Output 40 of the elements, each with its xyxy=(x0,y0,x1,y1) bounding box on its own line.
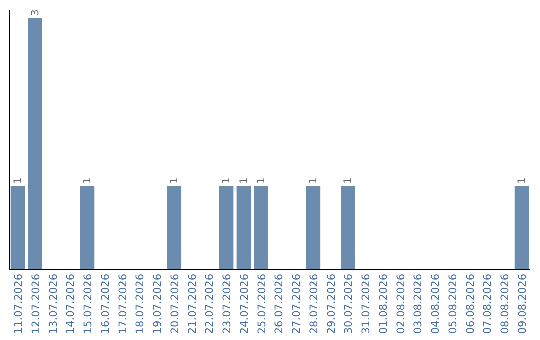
x-tick-label: 08.08.2026 xyxy=(500,274,512,334)
x-tick-label: 21.07.2026 xyxy=(186,274,199,334)
data-label: 1 xyxy=(343,178,354,184)
x-tick-label: 29.07.2026 xyxy=(326,274,338,334)
x-tick-label: 11.07.2026 xyxy=(12,274,25,334)
data-label: 1 xyxy=(222,178,233,184)
x-tick-label: 25.07.2026 xyxy=(256,274,268,334)
x-tick-label: 30.07.2026 xyxy=(343,274,356,334)
data-label: 1 xyxy=(169,178,180,184)
data-label: 3 xyxy=(30,10,42,16)
x-tick-label: 02.08.2026 xyxy=(395,274,408,334)
x-tick-label: 06.08.2026 xyxy=(464,274,477,334)
x-tick-label: 26.07.2026 xyxy=(274,274,286,334)
x-tick-label: 01.08.2026 xyxy=(378,274,390,334)
x-tick-label: 07.08.2026 xyxy=(482,274,494,334)
data-label: 1 xyxy=(82,178,94,184)
x-tick-label: 31.07.2026 xyxy=(360,274,373,334)
data-label: 1 xyxy=(308,178,320,184)
x-tick-label: 19.07.2026 xyxy=(152,274,164,334)
x-tick-label: 05.08.2026 xyxy=(447,274,460,334)
x-tick-label: 12.07.2026 xyxy=(30,274,42,334)
x-tick-label: 09.08.2026 xyxy=(517,274,530,334)
x-tick-label: 23.07.2026 xyxy=(222,274,234,334)
x-tick-label: 13.07.2026 xyxy=(48,274,60,334)
x-tick-label: 16.07.2026 xyxy=(100,274,112,334)
data-label: 1 xyxy=(238,178,250,184)
x-tick-label: 18.07.2026 xyxy=(134,274,147,334)
x-tick-label: 14.07.2026 xyxy=(65,274,78,334)
x-tick-label: 17.07.2026 xyxy=(117,274,130,334)
x-tick-label: 04.08.2026 xyxy=(430,274,442,334)
x-tick-label: 20.07.2026 xyxy=(169,274,182,334)
data-label: 1 xyxy=(517,178,528,184)
x-tick-label: 27.07.2026 xyxy=(291,274,304,334)
data-label: 1 xyxy=(256,178,268,184)
x-tick-label: 03.08.2026 xyxy=(412,274,425,334)
x-tick-label: 24.07.2026 xyxy=(238,274,251,334)
x-tick-label: 28.07.2026 xyxy=(308,274,320,334)
x-tick-label: 22.07.2026 xyxy=(204,274,216,334)
data-label: 1 xyxy=(12,178,24,184)
x-tick-label: 15.07.2026 xyxy=(82,274,95,334)
